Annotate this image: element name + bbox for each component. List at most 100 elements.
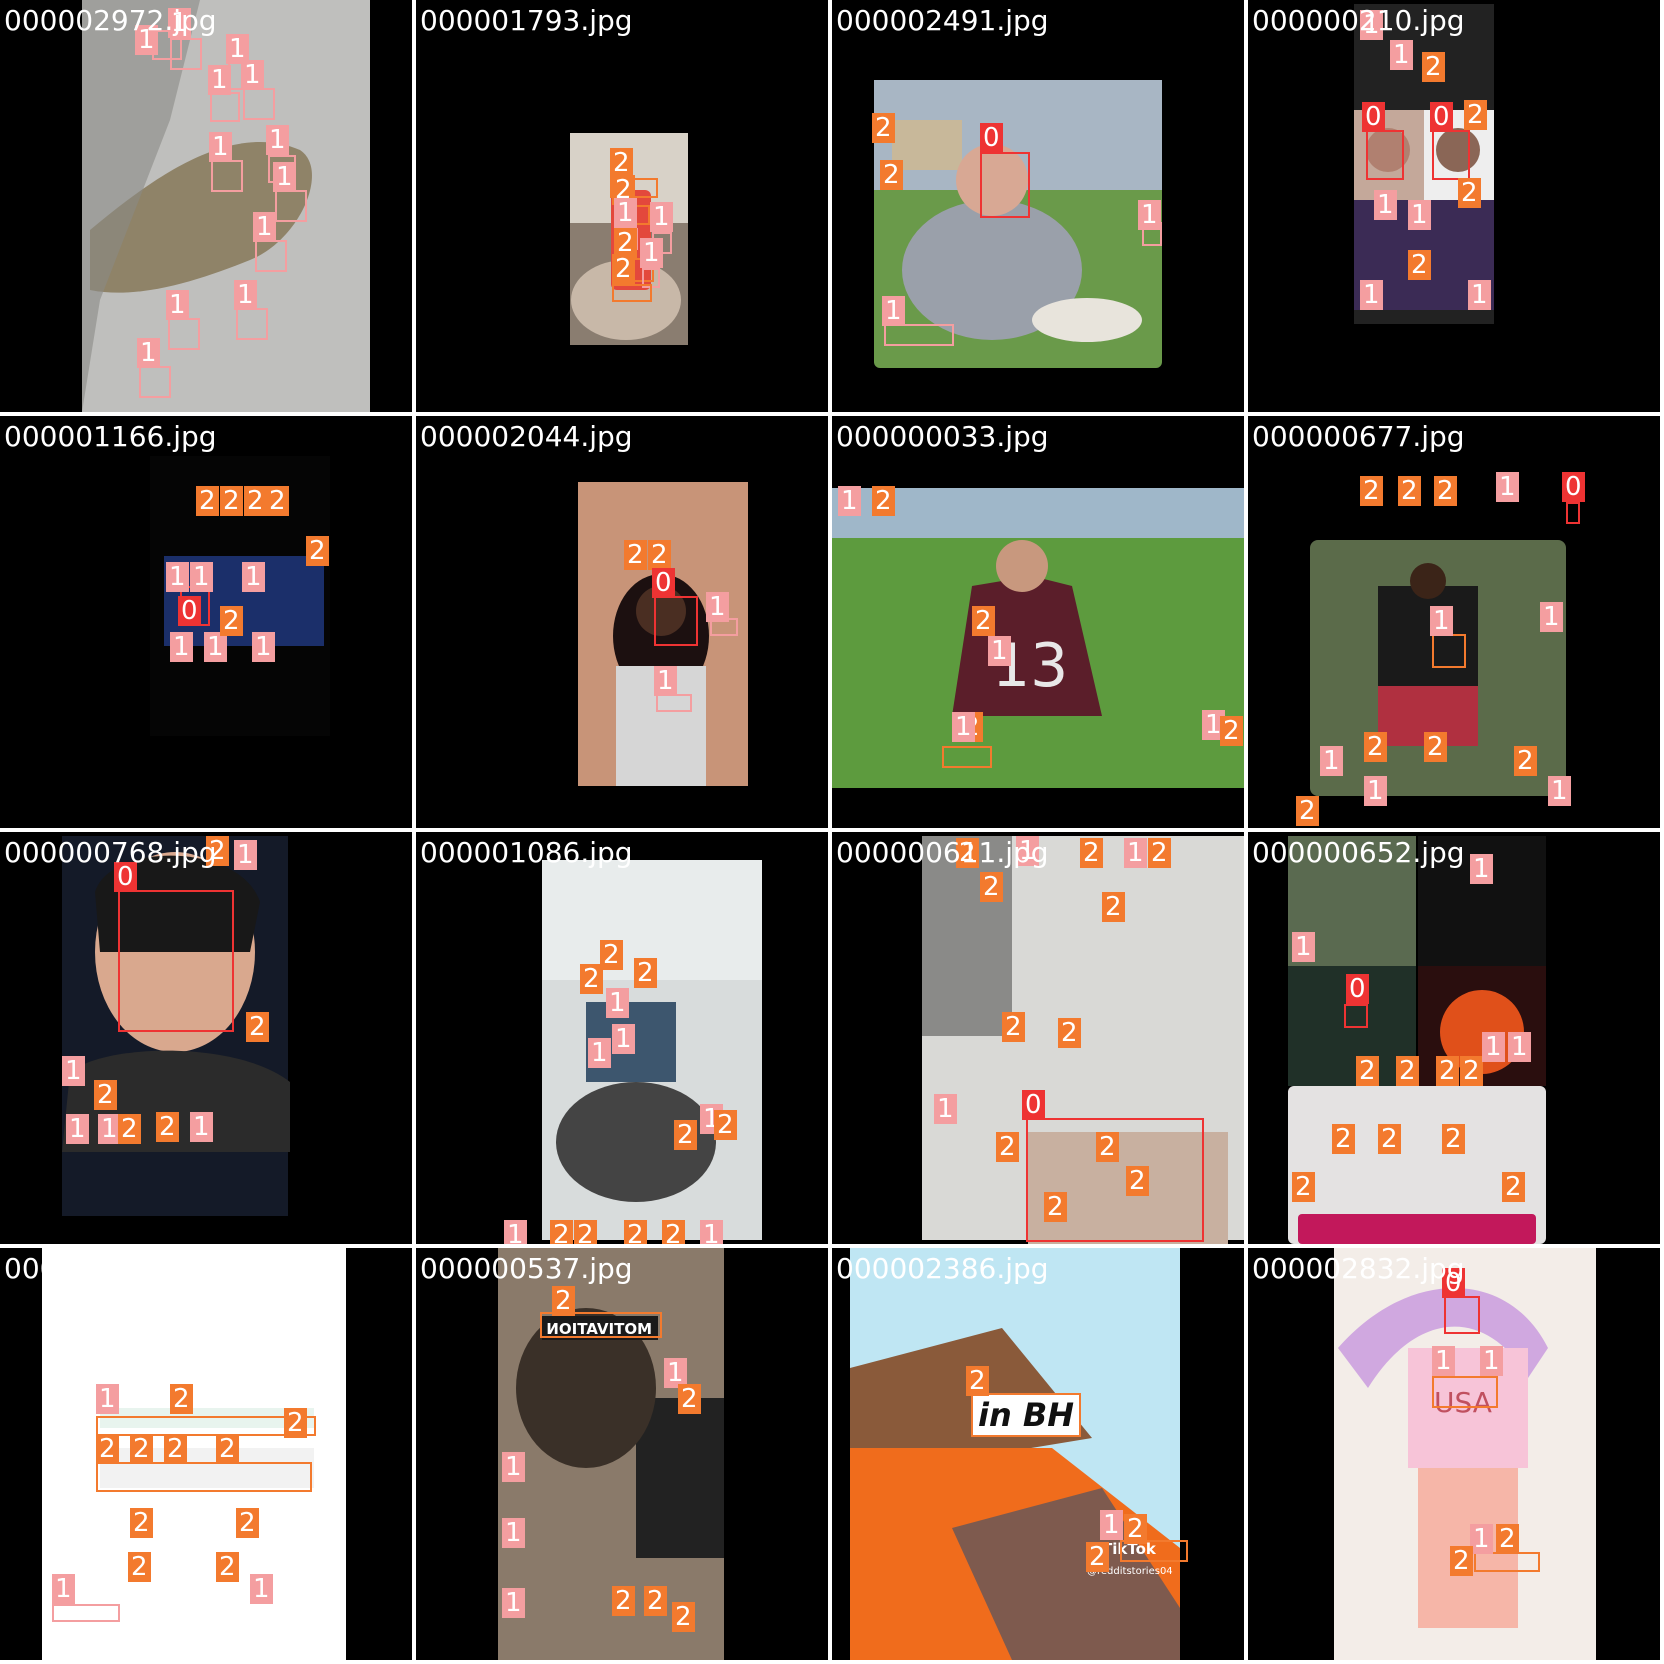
- detection-label: 2: [880, 160, 903, 190]
- tile-10: 000001086.jpg 2 2 2 1 1 1 2 1 2 1 2 2 2 …: [416, 832, 828, 1244]
- detection-label: 2: [980, 872, 1003, 902]
- detection-label: 1: [190, 1112, 213, 1142]
- detection-label: 1: [1430, 606, 1453, 636]
- detection-label: 2: [1450, 1546, 1473, 1576]
- detection-label: 2: [550, 1220, 573, 1244]
- detection-label: 2: [1458, 178, 1481, 208]
- detection-box: [168, 318, 200, 350]
- tile-5: 000001166.jpg 2 2 2 2 0 1 1 1 2 1 1 2 1: [0, 416, 412, 828]
- detection-label: 1: [66, 1114, 89, 1144]
- detection-label: 1: [1364, 776, 1387, 806]
- detection-label: 0: [1442, 1268, 1465, 1298]
- tile-photo: USA: [1334, 1248, 1596, 1660]
- filename-label: 000001793.jpg: [420, 4, 633, 37]
- detection-label: 1: [1360, 10, 1383, 40]
- detection-box: [1120, 1540, 1188, 1562]
- detection-box: [96, 1462, 312, 1492]
- detection-label: 1: [654, 666, 677, 696]
- tile-15: in BH TikTok @redditstories04 000002386.…: [832, 1248, 1244, 1660]
- detection-label: 2: [1442, 1124, 1465, 1154]
- detection-label: 2: [1496, 1524, 1519, 1554]
- detection-label: 2: [1002, 1012, 1025, 1042]
- detection-label: 1: [706, 592, 729, 622]
- detection-box: [1432, 130, 1470, 180]
- usa-shirt-text: USA: [1434, 1386, 1492, 1419]
- tile-photo: [922, 836, 1244, 1244]
- detection-label: 2: [672, 1602, 695, 1632]
- detection-label: 2: [612, 1586, 635, 1616]
- detection-label: 1: [502, 1452, 525, 1482]
- detection-label: 2: [872, 113, 895, 143]
- detection-label: 2: [1124, 1514, 1147, 1544]
- detection-label: 2: [246, 1012, 269, 1042]
- detection-label: 1: [98, 1114, 121, 1144]
- detection-label: 1: [135, 25, 158, 55]
- detection-label: 2: [216, 1552, 239, 1582]
- detection-label: 2: [662, 1220, 685, 1244]
- detection-label: 0: [980, 123, 1003, 153]
- detection-box: [1444, 1296, 1480, 1334]
- tile-photo: [82, 0, 370, 412]
- filename-label: 000000652.jpg: [1252, 836, 1465, 869]
- detection-box: [96, 1416, 316, 1436]
- detection-label: 2: [1096, 1132, 1119, 1162]
- detection-label: 0: [1430, 102, 1453, 132]
- detection-label: 1: [1540, 602, 1563, 632]
- detection-label: 1: [252, 632, 275, 662]
- detection-label: 2: [574, 1220, 597, 1244]
- detection-label: 1: [502, 1588, 525, 1618]
- detection-label: 1: [1482, 1032, 1505, 1062]
- detection-label: 2: [1364, 732, 1387, 762]
- tile-photo: [874, 80, 1162, 368]
- detection-label: 1: [700, 1220, 723, 1244]
- detection-label: 1: [1360, 280, 1383, 310]
- detection-box: [243, 88, 275, 120]
- filename-label: 000000033.jpg: [836, 420, 1049, 453]
- detection-label: 2: [552, 1286, 575, 1316]
- detection-label: 2: [600, 940, 623, 970]
- detection-label: 1: [266, 125, 289, 155]
- detection-label: 1: [170, 632, 193, 662]
- detection-label: 1: [241, 60, 264, 90]
- detection-label: 2: [1356, 1056, 1379, 1086]
- detection-label: 2: [206, 836, 229, 866]
- detection-label: 1: [502, 1518, 525, 1548]
- motivation-caption: MOTIVATION: [546, 1320, 652, 1338]
- detection-label: 2: [266, 486, 289, 516]
- detection-label: 1: [640, 238, 663, 268]
- detection-label: 2: [94, 1080, 117, 1110]
- detection-box: [884, 324, 954, 346]
- detection-label: 2: [96, 1434, 119, 1464]
- detection-label: 2: [610, 148, 633, 178]
- tile-4: 000000210.jpg 0 0 1 1 2 2 1 1 2 2 1 1: [1248, 0, 1660, 412]
- detection-label: 1: [204, 632, 227, 662]
- detection-label: 1: [166, 562, 189, 592]
- detection-box: [1366, 130, 1404, 180]
- tile-16: USA 000002832.jpg 0 1 1 1 2 2: [1248, 1248, 1660, 1660]
- detection-label: 1: [166, 290, 189, 320]
- detection-label: 1: [614, 198, 637, 228]
- filename-label: 000000611.jpg: [836, 836, 1049, 869]
- detection-box: [980, 152, 1030, 218]
- detection-box: [52, 1604, 120, 1622]
- detection-label: 2: [612, 254, 635, 284]
- detection-label: 2: [872, 486, 895, 516]
- detection-label: 2: [1464, 100, 1487, 130]
- detection-label: 2: [216, 1434, 239, 1464]
- detection-label: 2: [1436, 1056, 1459, 1086]
- detection-label: 1: [190, 562, 213, 592]
- detection-label: 2: [674, 1120, 697, 1150]
- detection-label: 2: [1514, 746, 1537, 776]
- detection-label: 1: [137, 338, 160, 368]
- detection-label: 1: [234, 840, 257, 870]
- detection-label: 0: [1022, 1090, 1045, 1120]
- detection-label: 1: [1480, 1346, 1503, 1376]
- detection-label: 2: [956, 838, 979, 868]
- detection-label: 2: [1422, 52, 1445, 82]
- detection-label: 1: [612, 1024, 635, 1054]
- detection-label: 2: [966, 1366, 989, 1396]
- detection-label: 2: [1102, 892, 1125, 922]
- detection-label: 2: [1408, 250, 1431, 280]
- tile-6: 000002044.jpg 2 2 0 1 1: [416, 416, 828, 828]
- detection-box: [1432, 634, 1466, 668]
